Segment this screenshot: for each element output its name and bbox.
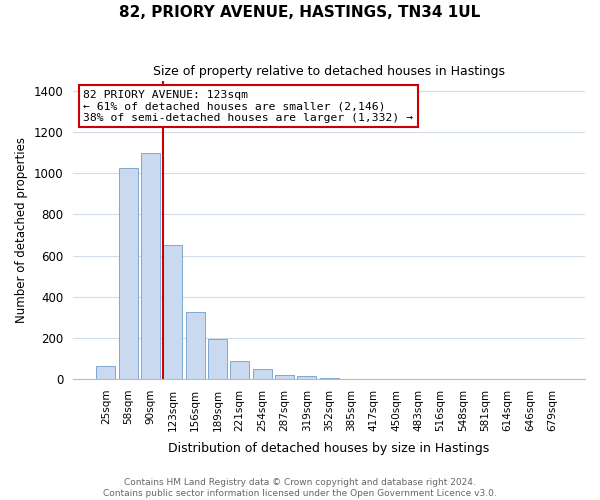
- Bar: [141, 152, 160, 379]
- X-axis label: Distribution of detached houses by size in Hastings: Distribution of detached houses by size …: [169, 442, 490, 455]
- Bar: [253, 368, 272, 379]
- Bar: [96, 366, 115, 379]
- Bar: [230, 360, 249, 379]
- Text: 82 PRIORY AVENUE: 123sqm
← 61% of detached houses are smaller (2,146)
38% of sem: 82 PRIORY AVENUE: 123sqm ← 61% of detach…: [83, 90, 413, 122]
- Bar: [208, 340, 227, 379]
- Bar: [275, 374, 294, 379]
- Bar: [185, 312, 205, 379]
- Bar: [119, 168, 137, 379]
- Bar: [297, 376, 316, 379]
- Title: Size of property relative to detached houses in Hastings: Size of property relative to detached ho…: [153, 65, 505, 78]
- Text: Contains HM Land Registry data © Crown copyright and database right 2024.
Contai: Contains HM Land Registry data © Crown c…: [103, 478, 497, 498]
- Bar: [163, 245, 182, 379]
- Bar: [320, 378, 338, 379]
- Y-axis label: Number of detached properties: Number of detached properties: [15, 137, 28, 323]
- Text: 82, PRIORY AVENUE, HASTINGS, TN34 1UL: 82, PRIORY AVENUE, HASTINGS, TN34 1UL: [119, 5, 481, 20]
